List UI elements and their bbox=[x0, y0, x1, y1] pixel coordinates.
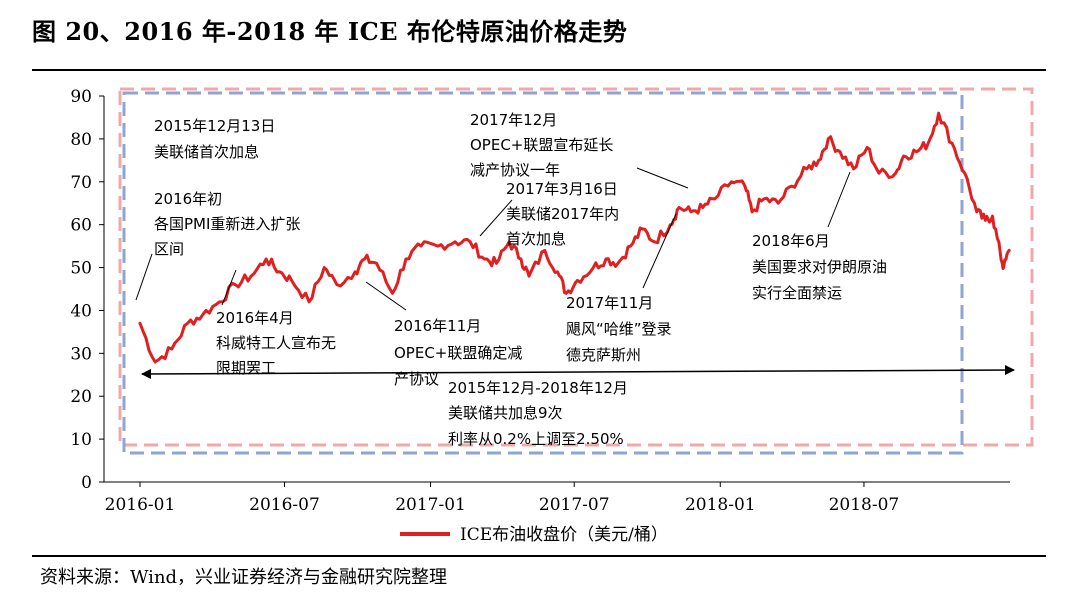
annotation-fed-summary: 2015年12月-2018年12月 美联储共加息9次 利率从0.2%上调至2.5… bbox=[448, 379, 633, 448]
annotation-line: 美国要求对伊朗原油 bbox=[752, 258, 887, 276]
annotation-line: 2015年12月13日 bbox=[154, 117, 275, 135]
annotation-line: 科威特工人宣布无 bbox=[216, 334, 336, 352]
annotation-line: 限期罢工 bbox=[216, 359, 276, 377]
top-rule bbox=[32, 69, 1046, 71]
annotation-line: 德克萨斯州 bbox=[566, 346, 641, 364]
bottom-rule bbox=[32, 555, 1046, 557]
annotation-opec-cut-2016: 2016年11月 OPEC+联盟确定减 产协议 bbox=[394, 317, 527, 388]
series-line-ice-brent bbox=[138, 111, 1011, 364]
annotation-line: 2016年初 bbox=[154, 190, 222, 208]
annotation-line: OPEC+联盟宣布延长 bbox=[470, 136, 613, 154]
annotation-line: 2017年12月 bbox=[470, 111, 557, 129]
annotation-line: 美联储2017年内 bbox=[506, 205, 619, 223]
pointer-a7 bbox=[642, 213, 677, 289]
annotation-harvey: 2017年11月 飓风“哈维”登录 德克萨斯州 bbox=[566, 294, 676, 364]
annotation-line: 区间 bbox=[154, 240, 184, 258]
y-tick-label: 40 bbox=[70, 301, 92, 321]
annotation-line: 飓风“哈维”登录 bbox=[566, 320, 672, 338]
y-axis-ticks: 90 80 70 60 50 40 30 20 10 0 bbox=[70, 87, 104, 493]
y-tick-label: 0 bbox=[81, 473, 92, 493]
annotation-line: 2017年11月 bbox=[566, 294, 653, 312]
x-tick-label: 2017-01 bbox=[395, 495, 466, 515]
annotation-line: 美联储首次加息 bbox=[154, 143, 259, 161]
legend: ICE布油收盘价（美元/桶） bbox=[400, 525, 668, 545]
y-tick-label: 70 bbox=[70, 173, 92, 193]
annotation-iran-embargo: 2018年6月 美国要求对伊朗原油 实行全面禁运 bbox=[752, 232, 892, 302]
span-arrow bbox=[141, 365, 1015, 379]
y-tick-label: 10 bbox=[70, 430, 92, 450]
annotation-line: 减产协议一年 bbox=[470, 161, 560, 179]
pointer-a8 bbox=[827, 171, 851, 228]
annotation-line: 2015年12月-2018年12月 bbox=[448, 379, 628, 397]
x-tick-label: 2017-07 bbox=[539, 495, 610, 515]
pointer-a4 bbox=[365, 281, 407, 311]
annotation-fed-hike-2017: 2017年3月16日 美联储2017年内 首次加息 bbox=[506, 180, 624, 248]
source-note: 资料来源：Wind，兴业证券经济与金融研究院整理 bbox=[40, 567, 448, 588]
blue-dashed-box bbox=[122, 91, 964, 455]
annotation-line: 首次加息 bbox=[506, 230, 566, 248]
x-tick-label: 2016-07 bbox=[249, 495, 320, 515]
annotation-line: 2016年4月 bbox=[216, 309, 294, 327]
y-tick-label: 80 bbox=[70, 130, 92, 150]
y-tick-label: 90 bbox=[70, 87, 92, 107]
pointer-a2 bbox=[135, 253, 153, 301]
annotation-line: 2018年6月 bbox=[752, 232, 830, 250]
annotation-fed-hike-2015: 2015年12月13日 美联储首次加息 bbox=[154, 117, 280, 161]
y-tick-label: 30 bbox=[70, 344, 92, 364]
annotation-line: 利率从0.2%上调至2.50% bbox=[448, 430, 624, 448]
annotation-pmi-2016: 2016年初 各国PMI重新进入扩张 区间 bbox=[154, 190, 305, 258]
pointer-a5 bbox=[636, 167, 689, 189]
y-tick-label: 60 bbox=[70, 216, 92, 236]
pointer-a6 bbox=[479, 199, 513, 237]
x-axis-ticks: 2016-01 2016-07 2017-01 2017-07 2018-01 2018-… bbox=[105, 482, 900, 515]
x-tick-label: 2016-01 bbox=[105, 495, 176, 515]
annotation-line: 产协议 bbox=[394, 370, 439, 388]
annotation-line: 美联储共加息9次 bbox=[448, 404, 563, 422]
annotation-line: 各国PMI重新进入扩张 bbox=[154, 215, 300, 233]
x-tick-label: 2018-07 bbox=[829, 495, 900, 515]
annotation-opec-extend-2017: 2017年12月 OPEC+联盟宣布延长 减产协议一年 bbox=[470, 111, 618, 179]
page-title: 图 20、2016 年-2018 年 ICE 布伦特原油价格走势 bbox=[32, 17, 628, 46]
annotation-line: 实行全面禁运 bbox=[752, 284, 842, 302]
annotation-kuwait-strike: 2016年4月 科威特工人宣布无 限期罢工 bbox=[216, 309, 341, 377]
pointer-a3 bbox=[221, 269, 237, 306]
annotation-line: 2017年3月16日 bbox=[506, 180, 618, 198]
annotation-line: OPEC+联盟确定减 bbox=[394, 344, 522, 362]
legend-label: ICE布油收盘价（美元/桶） bbox=[460, 525, 668, 545]
y-tick-label: 20 bbox=[70, 387, 92, 407]
x-tick-label: 2018-01 bbox=[685, 495, 756, 515]
annotation-line: 2016年11月 bbox=[394, 317, 481, 335]
y-tick-label: 50 bbox=[70, 259, 92, 279]
pink-dashed-box bbox=[118, 87, 1034, 447]
